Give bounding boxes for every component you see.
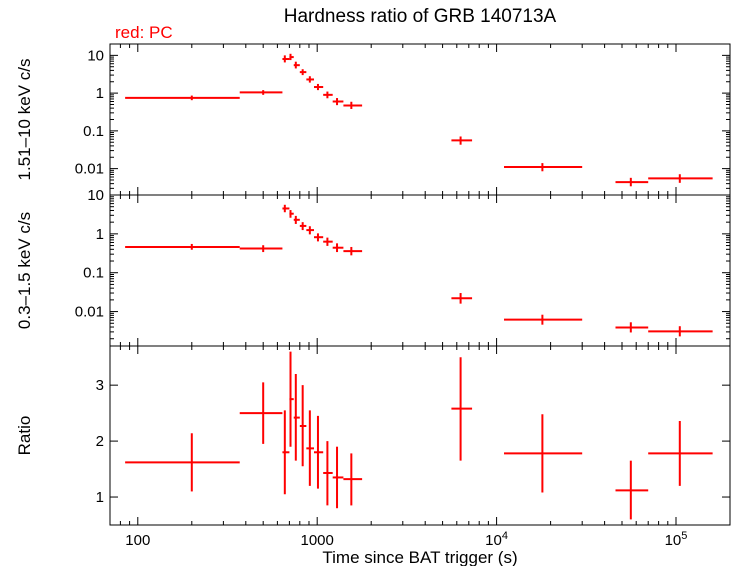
hardness-ratio-chart: Hardness ratio of GRB 140713A red: PC 0.01… <box>0 0 742 566</box>
ytick-label-hard-band-0: 0.01 <box>75 161 104 178</box>
ylabel-ratio: Ratio <box>15 416 34 456</box>
xtick-label-0: 100 <box>125 532 150 549</box>
ytick-label-soft-band-3: 10 <box>87 187 104 204</box>
ytick-label-hard-band-3: 10 <box>87 47 104 64</box>
xlabel: Time since BAT trigger (s) <box>322 548 517 566</box>
ytick-label-hard-band-1: 0.1 <box>83 123 104 140</box>
ytick-label-soft-band-1: 0.1 <box>83 265 104 282</box>
ytick-label-ratio-2: 3 <box>96 377 104 394</box>
ytick-label-ratio-0: 1 <box>96 489 104 506</box>
ylabel-soft-band: 0.3–1.5 keV c/s <box>15 212 34 329</box>
ytick-label-soft-band-2: 1 <box>96 226 104 243</box>
ylabel-hard-band: 1.51–10 keV c/s <box>15 59 34 181</box>
xtick-label-1: 1000 <box>301 532 334 549</box>
ytick-label-soft-band-0: 0.01 <box>75 304 104 321</box>
ytick-label-hard-band-2: 1 <box>96 85 104 102</box>
ytick-label-ratio-1: 2 <box>96 433 104 450</box>
legend-text: red: PC <box>115 23 173 42</box>
chart-title: Hardness ratio of GRB 140713A <box>284 6 557 27</box>
